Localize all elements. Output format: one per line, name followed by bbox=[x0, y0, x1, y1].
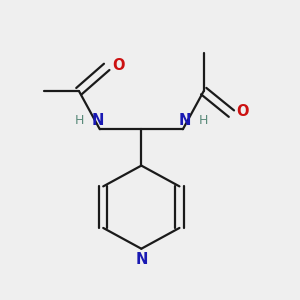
Text: N: N bbox=[92, 113, 104, 128]
Text: H: H bbox=[74, 114, 84, 127]
Text: H: H bbox=[199, 114, 208, 127]
Text: O: O bbox=[237, 104, 249, 119]
Text: N: N bbox=[135, 252, 148, 267]
Text: N: N bbox=[178, 113, 191, 128]
Text: O: O bbox=[112, 58, 124, 73]
